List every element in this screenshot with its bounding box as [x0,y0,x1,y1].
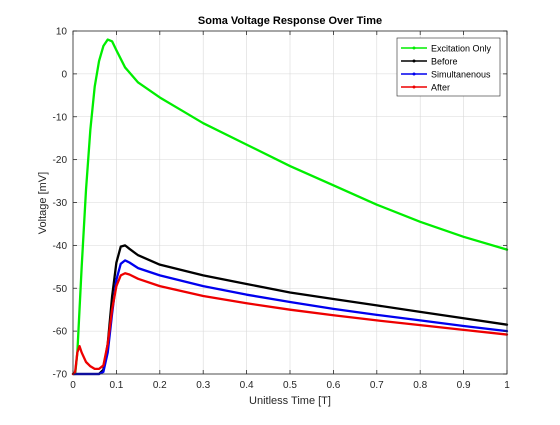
legend-entry: Excitation Only [401,43,492,53]
x-tick-labels: 0 0.1 0.2 0.3 0.4 0.5 0.6 0.7 0.8 0.9 1 [70,380,510,391]
legend-entry: Simultanenous [401,69,491,79]
y-tick-label: 0 [61,69,67,80]
x-tick-label: 0.8 [413,380,427,391]
x-tick-label: 0.4 [240,380,254,391]
y-tick-label: -70 [53,370,68,381]
x-tick-label: 0.6 [326,380,340,391]
series-line-1 [71,38,509,376]
x-tick-label: 0.3 [196,380,210,391]
legend-entry: After [401,82,450,92]
series-line-3 [71,259,509,376]
legend-marker [412,59,416,63]
y-axis-label: Voltage [mV] [37,172,49,234]
legend-label: After [431,82,450,92]
x-tick-label: 1 [504,380,510,391]
x-tick-label: 0.7 [370,380,384,391]
x-tick-label: 0.5 [283,380,297,391]
chart-title: Soma Voltage Response Over Time [198,15,382,27]
legend-entry: Before [401,56,458,66]
series-layer [71,38,509,376]
x-tick-label: 0.2 [153,380,167,391]
x-axis-label: Unitless Time [T] [249,395,331,407]
y-tick-label: -30 [53,198,68,209]
legend-label: Excitation Only [431,43,492,53]
legend-marker [412,46,416,50]
legend-label: Simultanenous [431,69,491,79]
legend-label: Before [431,56,458,66]
y-tick-label: 10 [56,27,68,38]
series-line-4 [71,272,509,376]
x-tick-label: 0.1 [109,380,123,391]
y-tick-label: -60 [53,327,68,338]
y-tick-label: -40 [53,241,68,252]
axis-ticks [72,30,508,375]
y-tick-label: -10 [53,112,68,123]
legend-marker [412,85,416,89]
y-tick-label: -20 [53,155,68,166]
x-tick-label: 0.9 [457,380,471,391]
legend-marker [412,72,416,76]
legend: Excitation Only Before Simultanenous After [396,37,501,97]
y-tick-label: -50 [53,284,68,295]
x-tick-label: 0 [70,380,76,391]
y-tick-labels: 10 0 -10 -20 -30 -40 -50 -60 -70 [53,27,68,381]
